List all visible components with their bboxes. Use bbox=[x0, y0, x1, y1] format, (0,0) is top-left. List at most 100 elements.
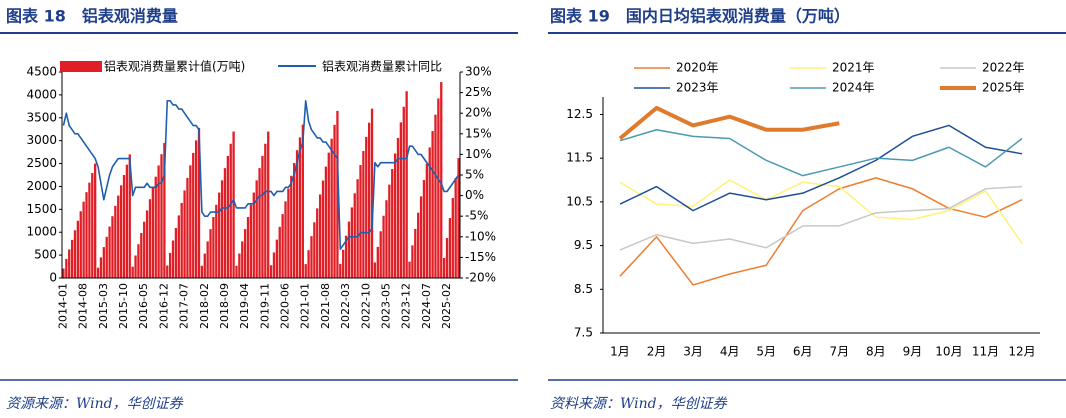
y2-tick-label: -5% bbox=[465, 209, 488, 223]
legend-swatch bbox=[60, 61, 102, 72]
bar bbox=[65, 258, 68, 278]
bar bbox=[203, 253, 206, 278]
bar bbox=[411, 245, 414, 278]
bar bbox=[117, 195, 120, 278]
bar bbox=[419, 196, 423, 278]
bar bbox=[307, 250, 310, 278]
y-tick-label: 7.5 bbox=[574, 326, 593, 340]
source: 资源来源：Wind，华创证券 bbox=[6, 396, 184, 412]
line bbox=[619, 185, 1023, 251]
bar bbox=[226, 155, 229, 278]
bar bbox=[255, 180, 258, 278]
x-tick-label: 2015-10 bbox=[117, 283, 130, 329]
bar bbox=[218, 192, 221, 278]
x-tick-label: 5月 bbox=[756, 345, 776, 359]
chart-title: 图表 18 铝表观消费量 bbox=[6, 7, 178, 26]
bar bbox=[318, 194, 322, 278]
bar bbox=[417, 212, 420, 278]
bar bbox=[267, 131, 270, 278]
bar bbox=[212, 216, 215, 278]
x-tick-label: 1月 bbox=[610, 345, 630, 359]
bar bbox=[102, 247, 105, 278]
y2-tick-label: -20% bbox=[465, 271, 496, 285]
x-tick-label: 2019-04 bbox=[238, 283, 251, 329]
bar bbox=[128, 154, 131, 278]
bar bbox=[275, 239, 279, 278]
bar bbox=[91, 173, 94, 278]
bar bbox=[105, 236, 108, 278]
bar bbox=[405, 91, 408, 278]
bar bbox=[454, 178, 457, 278]
y-tick-label: 0 bbox=[49, 271, 57, 285]
y2-tick-label: 5% bbox=[465, 168, 484, 182]
bar bbox=[414, 229, 417, 278]
bar bbox=[220, 180, 224, 278]
bar bbox=[440, 82, 443, 279]
bar bbox=[382, 215, 385, 278]
bar bbox=[385, 200, 388, 278]
legend-label: 铝表观消费量累计同比 bbox=[322, 59, 442, 74]
bar bbox=[99, 257, 103, 278]
bar bbox=[365, 136, 368, 278]
x-tick-label: 4月 bbox=[720, 345, 740, 359]
y-tick-label: 1500 bbox=[26, 202, 57, 216]
bar bbox=[171, 240, 175, 278]
y-tick-label: 4500 bbox=[26, 65, 57, 79]
y2-tick-label: 10% bbox=[465, 147, 492, 161]
bar bbox=[451, 198, 454, 278]
bar bbox=[261, 155, 264, 278]
bar bbox=[192, 152, 195, 278]
y-tick-label: 1000 bbox=[26, 225, 57, 239]
x-tick-label: 2020-06 bbox=[279, 283, 292, 329]
bar bbox=[163, 142, 166, 278]
bar bbox=[154, 176, 157, 278]
bar bbox=[272, 252, 276, 278]
legend-label: 2020年 bbox=[676, 61, 719, 75]
bar bbox=[197, 127, 201, 278]
bar bbox=[402, 106, 405, 279]
bar bbox=[445, 238, 449, 278]
x-tick-label: 2023-12 bbox=[400, 283, 413, 329]
bar bbox=[183, 190, 186, 278]
line bbox=[619, 124, 1023, 212]
bar bbox=[122, 175, 126, 278]
bar bbox=[356, 179, 359, 278]
y-tick-label: 2000 bbox=[26, 179, 57, 193]
bar bbox=[88, 182, 91, 278]
bar bbox=[293, 162, 296, 278]
bar bbox=[313, 222, 316, 278]
y-tick-label: 4000 bbox=[26, 87, 57, 101]
bar bbox=[119, 185, 123, 278]
bar bbox=[111, 216, 114, 278]
bar bbox=[388, 184, 391, 278]
bar bbox=[370, 108, 374, 278]
bar bbox=[243, 229, 247, 278]
bar bbox=[281, 214, 284, 278]
x-tick-label: 8月 bbox=[866, 345, 886, 359]
bar bbox=[94, 163, 97, 278]
bar bbox=[298, 137, 302, 278]
bar bbox=[376, 246, 379, 278]
legend-label: 2023年 bbox=[676, 81, 719, 95]
bar bbox=[249, 204, 253, 278]
x-tick-label: 2014-01 bbox=[56, 283, 69, 329]
bar bbox=[344, 235, 348, 278]
line bbox=[62, 100, 460, 250]
bar bbox=[264, 143, 267, 278]
bar bbox=[125, 164, 129, 278]
bar bbox=[70, 239, 74, 278]
x-tick-label: 10月 bbox=[935, 345, 962, 359]
y2-tick-label: 20% bbox=[465, 106, 492, 120]
bar bbox=[229, 143, 232, 278]
bar bbox=[68, 249, 71, 278]
y-tick-label: 3500 bbox=[26, 110, 57, 124]
bar bbox=[108, 226, 111, 278]
bar bbox=[85, 192, 88, 278]
y2-tick-label: 25% bbox=[465, 85, 492, 99]
bar bbox=[131, 266, 134, 278]
bar bbox=[342, 249, 345, 278]
bar bbox=[246, 216, 250, 278]
legend-label: 2025年 bbox=[982, 81, 1025, 95]
bar bbox=[177, 215, 180, 278]
bar bbox=[310, 236, 313, 278]
